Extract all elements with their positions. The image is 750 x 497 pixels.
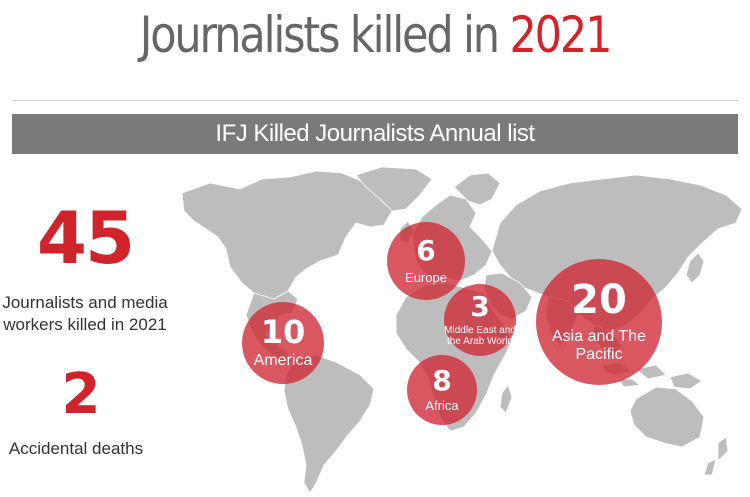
title-divider <box>12 100 738 101</box>
greenland-shape <box>355 166 433 212</box>
america-count: 10 <box>260 312 306 351</box>
asia-pacific-label-line1: Asia and The <box>552 327 646 345</box>
madagascar-shape <box>499 384 513 414</box>
south-america-shape <box>283 354 375 494</box>
subtitle-banner: IFJ Killed Journalists Annual list <box>12 114 738 154</box>
australia-shape <box>629 386 705 448</box>
japan-shape <box>685 252 705 284</box>
new-guinea-shape <box>669 372 703 390</box>
america-label: America <box>253 351 313 369</box>
middle-east-bubble: 3 Middle East and the Arab World <box>444 284 516 356</box>
europe-label: Europe <box>405 269 447 285</box>
accidental-label: Accidental deaths <box>8 439 144 458</box>
middle-east-label-line1: Middle East and <box>444 324 516 336</box>
page-title-year: 2021 <box>509 6 612 64</box>
africa-count: 8 <box>432 363 452 397</box>
asia-pacific-label-line2: Pacific <box>575 346 623 363</box>
middle-east-count: 3 <box>470 289 490 323</box>
africa-bubble: 8 Africa <box>407 355 477 425</box>
asia-pacific-count: 20 <box>571 276 627 323</box>
asia-pacific-bubble: 20 Asia and The Pacific <box>536 259 662 385</box>
america-bubble: 10 America <box>242 302 324 384</box>
killed-label: Journalists and media workers killed in … <box>0 292 170 336</box>
north-america-shape <box>181 170 393 306</box>
killed-count: 45 <box>36 196 135 280</box>
killed-label-line1: Journalists and media <box>2 293 168 312</box>
europe-bubble: 6 Europe <box>387 222 465 300</box>
africa-label: Africa <box>425 397 459 413</box>
page-title-text: Journalists killed in <box>139 6 500 64</box>
new-zealand-shape <box>703 436 729 476</box>
middle-east-label-line2: the Arab World <box>447 336 513 347</box>
scandinavia-shape <box>453 172 501 206</box>
europe-count: 6 <box>416 233 436 267</box>
killed-label-line2: workers killed in 2021 <box>3 315 167 334</box>
accidental-count: 2 <box>61 362 101 427</box>
page-title: Journalists killed in 2021 <box>53 6 698 64</box>
